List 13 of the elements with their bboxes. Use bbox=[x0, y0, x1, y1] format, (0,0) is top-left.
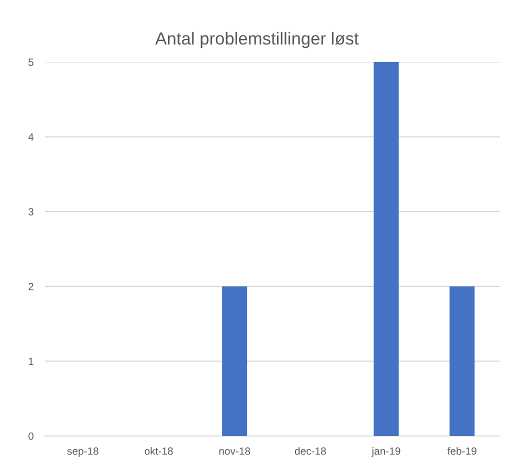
y-tick-label: 2 bbox=[28, 282, 34, 290]
y-tick-label: 0 bbox=[28, 432, 34, 440]
y-tick-label: 4 bbox=[28, 133, 34, 141]
x-tick-label: sep-18 bbox=[67, 447, 98, 457]
chart-title: Antal problemstillinger løst bbox=[155, 32, 359, 48]
y-tick-label: 1 bbox=[28, 358, 34, 365]
x-tick-label: nov-18 bbox=[219, 447, 250, 455]
x-tick-label: okt-18 bbox=[144, 447, 173, 455]
x-tick-label: feb-19 bbox=[447, 447, 476, 455]
x-tick-label: dec-18 bbox=[294, 447, 326, 455]
y-tick-label: 3 bbox=[28, 208, 34, 216]
x-tick-label: jan-19 bbox=[372, 447, 400, 457]
y-tick-label: 5 bbox=[28, 58, 34, 66]
